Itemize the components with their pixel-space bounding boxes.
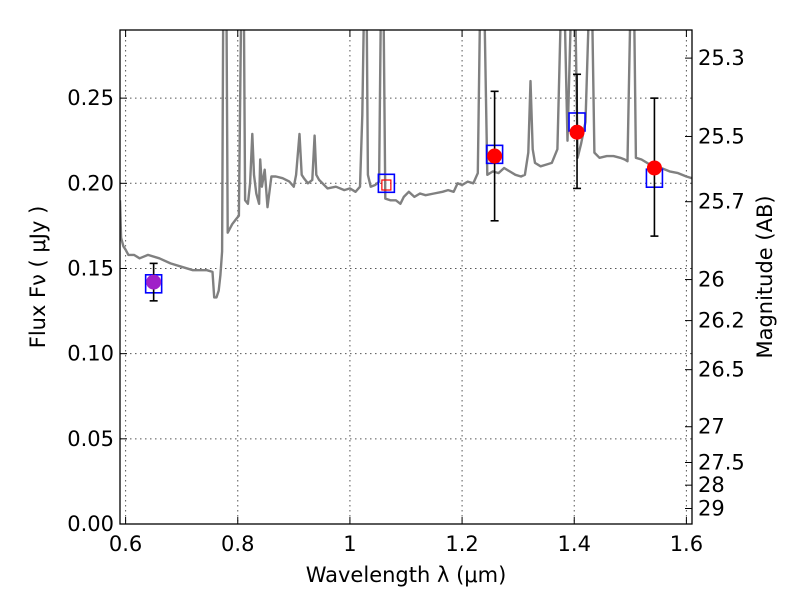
y-tick-label: 0.05: [67, 427, 114, 451]
mag-tick-label: 25.5: [698, 124, 745, 148]
mag-tick-label: 28: [698, 473, 725, 497]
y-tick-label: 0.20: [67, 171, 114, 195]
x-tick-label: 1.6: [670, 532, 703, 556]
y2-axis-title: Magnitude (AB): [753, 195, 777, 358]
x-tick-label: 0.8: [221, 532, 254, 556]
x-tick-label: 1.4: [558, 532, 591, 556]
x-tick-label: 1: [343, 532, 356, 556]
mag-tick-label: 27: [698, 415, 725, 439]
observed-point-marker: [381, 179, 392, 191]
mag-tick-label: 26.2: [698, 309, 745, 333]
observed-point: [487, 148, 503, 164]
y-axis-title: Flux Fν ( μJy ): [26, 206, 50, 349]
mag-tick-label: 26.5: [698, 358, 745, 382]
model-photometry-box: [377, 173, 396, 194]
observed-point: [146, 274, 162, 290]
mag-tick-label: 25.7: [698, 190, 745, 214]
observed-point: [646, 160, 662, 176]
axis-ticks: 0.6 0.8 1 1.2 1.4 1.6 0.00 0.05 0.10 0.15 0.20 0.25…: [67, 30, 745, 556]
y-tick-label: 0.15: [67, 256, 114, 280]
mag-tick-label: 27.5: [698, 451, 745, 475]
mag-tick-label: 25.3: [698, 46, 745, 70]
mag-tick-label: 26: [698, 268, 725, 292]
y-tick-label: 0.00: [67, 512, 114, 536]
plot-area: [120, 30, 692, 302]
x-tick-label: 0.6: [109, 532, 142, 556]
observed-point: [569, 124, 585, 140]
model-spectrum-line: [120, 30, 692, 299]
mag-tick-label: 29: [698, 496, 725, 520]
plot-frame: [119, 29, 693, 525]
x-axis-title: Wavelength λ (μm): [306, 563, 507, 587]
y-tick-label: 0.25: [67, 86, 114, 110]
x-tick-label: 1.2: [445, 532, 478, 556]
y-tick-label: 0.10: [67, 342, 114, 366]
